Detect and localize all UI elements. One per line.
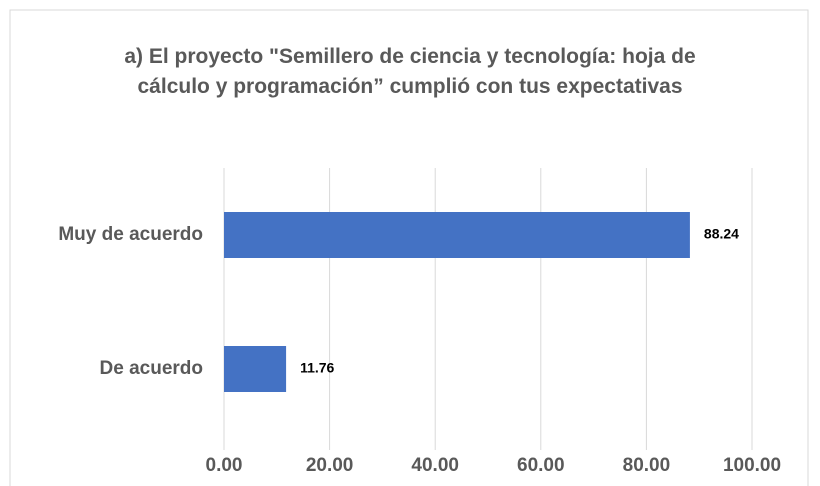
y-tick-label: De acuerdo: [100, 358, 203, 379]
bar: [224, 212, 690, 258]
x-tick-label: 20.00: [306, 455, 354, 476]
x-tick-label: 40.00: [411, 455, 459, 476]
x-tick-label: 60.00: [517, 455, 565, 476]
data-label: 11.76: [300, 360, 334, 376]
x-tick-label: 100.00: [723, 455, 781, 476]
chart-border: [9, 9, 809, 486]
x-tick-label: 80.00: [623, 455, 671, 476]
y-tick-label: Muy de acuerdo: [58, 224, 203, 245]
x-tick-label: 0.00: [206, 455, 243, 476]
chart-title: a) El proyecto "Semillero de ciencia y t…: [124, 45, 696, 98]
data-label: 88.24: [704, 226, 739, 242]
bar: [224, 346, 287, 392]
